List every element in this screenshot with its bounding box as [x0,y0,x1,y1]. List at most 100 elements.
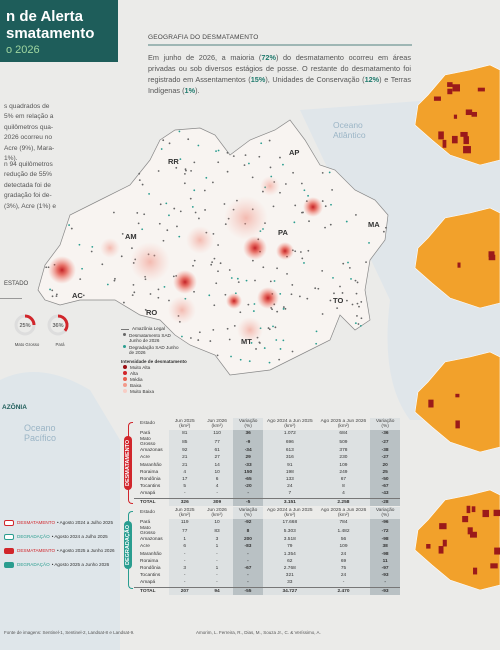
mini-map [414,489,500,591]
legend-title: Intensidade de desmatamento [121,358,187,364]
map-dot [158,222,161,225]
table-cell: 94 [200,586,234,595]
table-cell: Amapá [140,491,156,497]
column-header: Jun 2026 (km²) [207,418,227,430]
map-dot [141,228,144,231]
text-line: 5% em relação a [4,113,54,121]
table-cell: 24 [316,550,371,558]
map-dot [357,323,360,325]
table-cell: -43 [370,490,400,498]
table-cell: 17.668 [262,519,317,527]
table-row: Rondônia 3 1 -67 2.768 75 -97 [134,564,400,573]
text-line: Acre (9%), Mara- [4,144,55,152]
data-table: Estado Jun 2025 (km²) Jun 2026 (km²) Variaç… [134,507,400,595]
table-cell: 2.768 [262,564,317,573]
map-dot [213,304,216,307]
map-dot [137,222,140,225]
table-cell: 21 [168,461,201,469]
table-row: Rondônia 17 6 -65 133 67 -50 [134,475,400,484]
map-dot [356,302,359,305]
column-header: Jun 2025 (km²) [174,507,195,519]
mini-map-patch [471,111,478,117]
table-cell: 110 [200,430,234,438]
map-dot [354,279,357,282]
table-row: Acre 21 27 29 316 230 -27 [134,454,400,462]
map-dot [138,179,141,182]
table-cell: 61 [200,447,234,455]
map-dot [157,170,160,172]
donut-arc [57,314,69,332]
donut-value: 25% [19,323,30,329]
map-dot [113,279,116,282]
map-dot [82,294,85,297]
ocean-label: Oceano Pacífico [24,423,57,443]
map-dot [286,272,288,275]
heat-spot [303,197,323,217]
map-dot [212,328,215,331]
map-dot [301,257,304,260]
map-dot [210,263,213,266]
map-dot [165,202,168,205]
map-dot [341,292,344,294]
table-cell: Acre [140,544,150,550]
mini-map-patch [426,543,431,549]
map-dot [292,171,294,174]
map-dot [315,342,318,345]
mini-map-patch [490,563,498,569]
map-dot [244,154,247,157]
table-row: Tocantins - - -321 24 -93 [134,572,400,580]
map-dot [248,162,250,165]
total-row: TOTAL 326 309 -5 3.151 2.258 -28 [134,497,400,506]
map-dot [166,229,169,232]
map-dot [55,295,58,298]
map-dot [321,200,324,202]
legend-kind: DESMATAMENTO [17,520,56,525]
map-dot [212,233,215,235]
table-cell: -36 [370,430,400,438]
map-dot [143,213,146,216]
map-dot [204,209,206,211]
map-dot [106,283,109,286]
table-cell: 83 [200,526,234,537]
table-row: Roraima 4 10 150 198 249 25 [134,468,400,476]
total-row: TOTAL 207 94 -55 34.727 2.470 -93 [134,586,400,595]
map-dot [213,257,216,260]
table-cell: -50 [370,475,400,484]
legend-item: Degradação SAD Junho de 2026 [121,344,181,356]
map-dot [215,150,217,153]
subtitle: o 2026 [6,44,40,56]
legend-swatch [4,519,14,526]
table-cell: - [233,490,264,498]
map-dot [254,279,256,282]
ocean-label: Oceano Atlântico [333,120,366,140]
map-dot [314,287,317,290]
table-cell: 119 [168,519,201,527]
table-cell: 6 [168,543,201,551]
map-dot [141,183,144,186]
map-dot [252,310,255,312]
legend-swatch [4,547,14,554]
map-dot [321,313,324,315]
text-line: (3%), Acre (1%) e [4,202,57,210]
column-header: Jun 2026 (km²) [207,507,227,519]
region-label: AZÔNIA [2,404,27,411]
table-cell: 92 [168,447,201,455]
mini-map-patch [442,539,447,547]
table-cell: 5 [168,483,201,491]
map-dot [194,211,197,214]
mini-map-patch [451,135,458,144]
map-dot [193,259,196,262]
mini-map-patch [452,84,460,92]
map-dot [168,299,170,302]
heat-spot [224,196,268,240]
legend-item: DESMATAMENTO • Agosto 2024 a Julho 2025 [4,519,113,526]
map-dot [162,139,165,142]
map-dot [197,144,200,147]
legend-item: Alta [121,371,187,377]
map-dot [306,297,309,300]
map-dot [308,220,310,223]
map-dot [79,278,82,281]
table-cell: 3 [200,536,234,544]
table-cell: 6 [200,475,234,484]
mini-map [414,207,500,309]
